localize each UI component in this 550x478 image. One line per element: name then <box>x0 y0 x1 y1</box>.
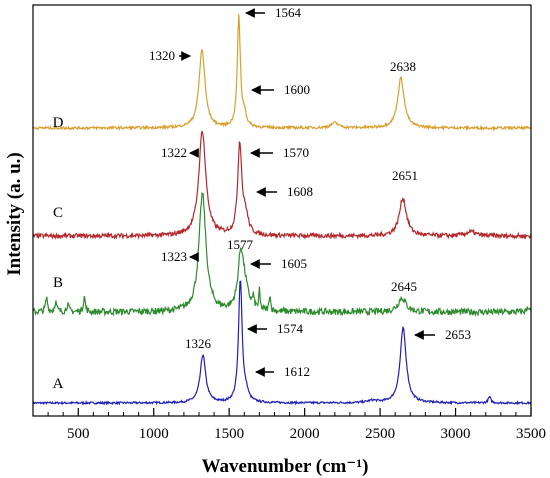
plot-area <box>32 14 532 406</box>
peak-label-c-1608: 1608 <box>287 184 313 199</box>
peak-label-b-1577: 1577 <box>227 237 254 252</box>
x-tick-label-3500: 3500 <box>516 426 546 442</box>
x-tick-label-1000: 1000 <box>139 426 169 442</box>
spectrum-line-a <box>32 280 532 406</box>
spectrum-line-b <box>32 192 532 317</box>
y-axis-title: Intensity (a. u.) <box>4 152 25 276</box>
spectrum-line-c <box>32 130 532 241</box>
x-tick-label-500: 500 <box>67 426 90 442</box>
spectrum-line-d <box>32 14 532 132</box>
peak-label-b-1323: 1323 <box>161 249 187 264</box>
x-tick-label-3000: 3000 <box>441 426 471 442</box>
peak-label-c-2651: 2651 <box>392 168 418 183</box>
peak-label-c-1322: 1322 <box>161 145 187 160</box>
peak-label-b-1605: 1605 <box>281 256 307 271</box>
peak-label-a-1574: 1574 <box>277 321 304 336</box>
peak-label-d-1320: 1320 <box>149 48 175 63</box>
x-axis-title: Wavenumber (cm⁻¹) <box>202 456 369 477</box>
peak-label-a-1326: 1326 <box>185 336 212 351</box>
plot-frame <box>32 4 532 417</box>
annotations: A B C D 1326 1574 1612 2653 1323 1577 1605 2645 1322… <box>53 5 471 392</box>
peak-label-d-1564: 1564 <box>275 5 302 20</box>
x-tick-label-1500: 1500 <box>214 426 244 442</box>
peak-label-d-2638: 2638 <box>390 59 416 74</box>
peak-label-a-2653: 2653 <box>445 327 471 342</box>
peak-label-c-1570: 1570 <box>283 145 309 160</box>
x-tick-label-2000: 2000 <box>290 426 320 442</box>
series-label-d: D <box>53 115 64 131</box>
x-tick-label-2500: 2500 <box>365 426 395 442</box>
series-label-c: C <box>53 205 63 221</box>
series-label-b: B <box>53 275 63 291</box>
series-label-a: A <box>53 376 64 392</box>
peak-label-d-1600: 1600 <box>284 82 310 97</box>
axes: 500 1000 1500 2000 2500 3000 3500 <box>32 4 546 442</box>
peak-label-b-2645: 2645 <box>391 279 417 294</box>
peak-label-a-1612: 1612 <box>284 364 310 379</box>
